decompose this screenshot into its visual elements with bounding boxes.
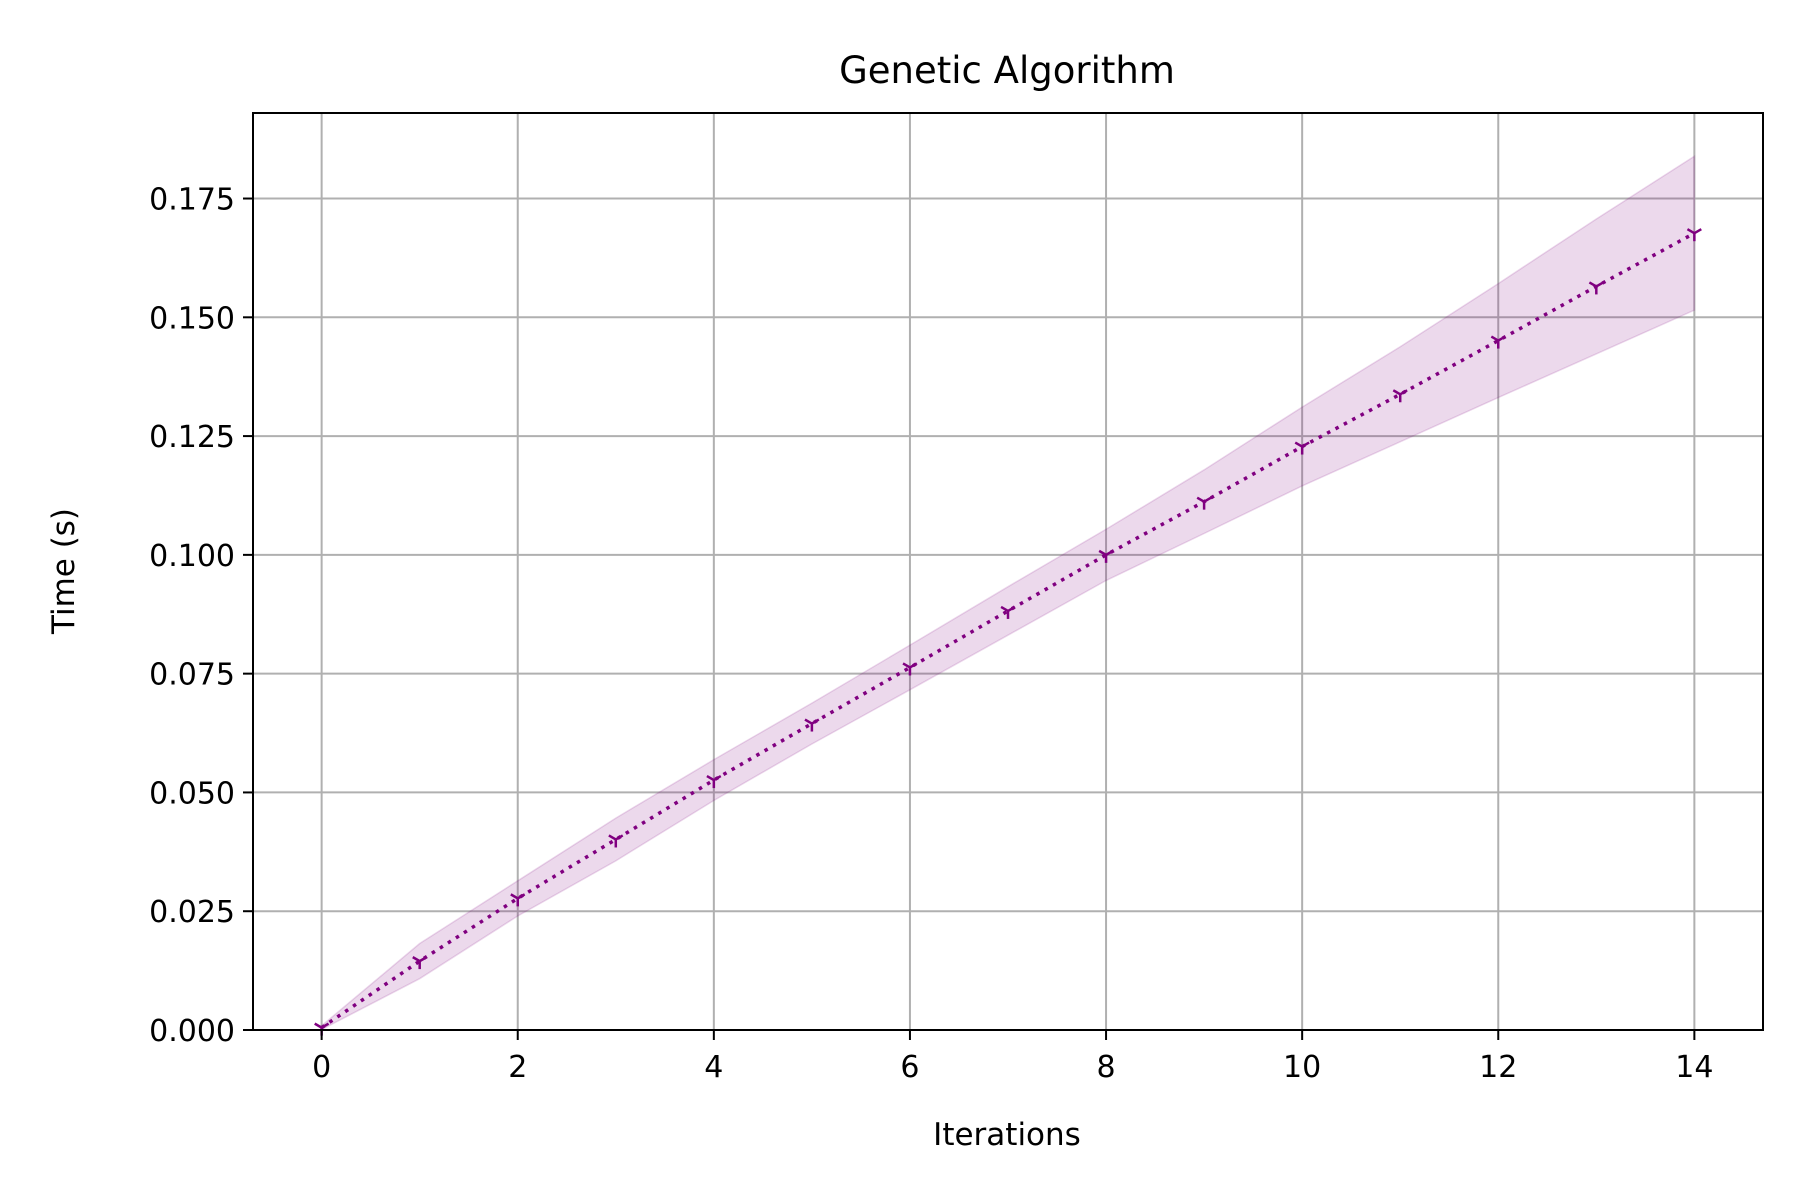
y-axis-label: Time (s) (46, 508, 82, 635)
axis-ticks: 0 2 4 6 8 10 12 14 0.000 0.025 0.050 0.075 0.100 0.12… (149, 183, 1713, 1085)
grid-lines (253, 113, 1763, 1031)
x-tick-label: 4 (704, 1050, 723, 1085)
x-axis-label: Iterations (933, 1117, 1081, 1153)
data-point (902, 662, 918, 676)
x-tick-label: 0 (312, 1050, 331, 1085)
data-point (1686, 228, 1702, 242)
plot-frame (252, 112, 1764, 1031)
x-tick-label: 12 (1479, 1050, 1517, 1085)
data-point (608, 834, 624, 848)
y-tick-label: 0.025 (149, 895, 235, 930)
x-tick-label: 2 (508, 1050, 527, 1085)
y-tick-label: 0.125 (149, 420, 235, 455)
x-tick-label: 14 (1675, 1050, 1713, 1085)
chart-title: Genetic Algorithm (839, 49, 1175, 92)
data-point (1588, 281, 1604, 295)
data-point (1392, 389, 1408, 403)
series-layer (314, 228, 1702, 1036)
data-point (1490, 335, 1506, 349)
x-tick-label: 8 (1097, 1050, 1116, 1085)
data-point (1196, 496, 1212, 510)
y-tick-label: 0.150 (149, 301, 235, 336)
y-tick-label: 0.175 (149, 183, 235, 218)
x-tick-label: 6 (900, 1050, 919, 1085)
y-tick-label: 0.075 (149, 658, 235, 693)
data-point (412, 956, 428, 970)
x-tick-label: 10 (1283, 1050, 1321, 1085)
data-point (510, 893, 526, 907)
y-tick-label: 0.000 (149, 1014, 235, 1049)
data-point (1294, 441, 1310, 455)
data-point (1000, 605, 1016, 619)
confidence-band (320, 154, 1696, 1031)
data-point (1098, 549, 1114, 563)
confidence-band-layer (320, 154, 1696, 1031)
y-tick-label: 0.050 (149, 776, 235, 811)
data-point (804, 718, 820, 732)
data-point (706, 774, 722, 789)
y-tick-label: 0.100 (149, 539, 235, 574)
